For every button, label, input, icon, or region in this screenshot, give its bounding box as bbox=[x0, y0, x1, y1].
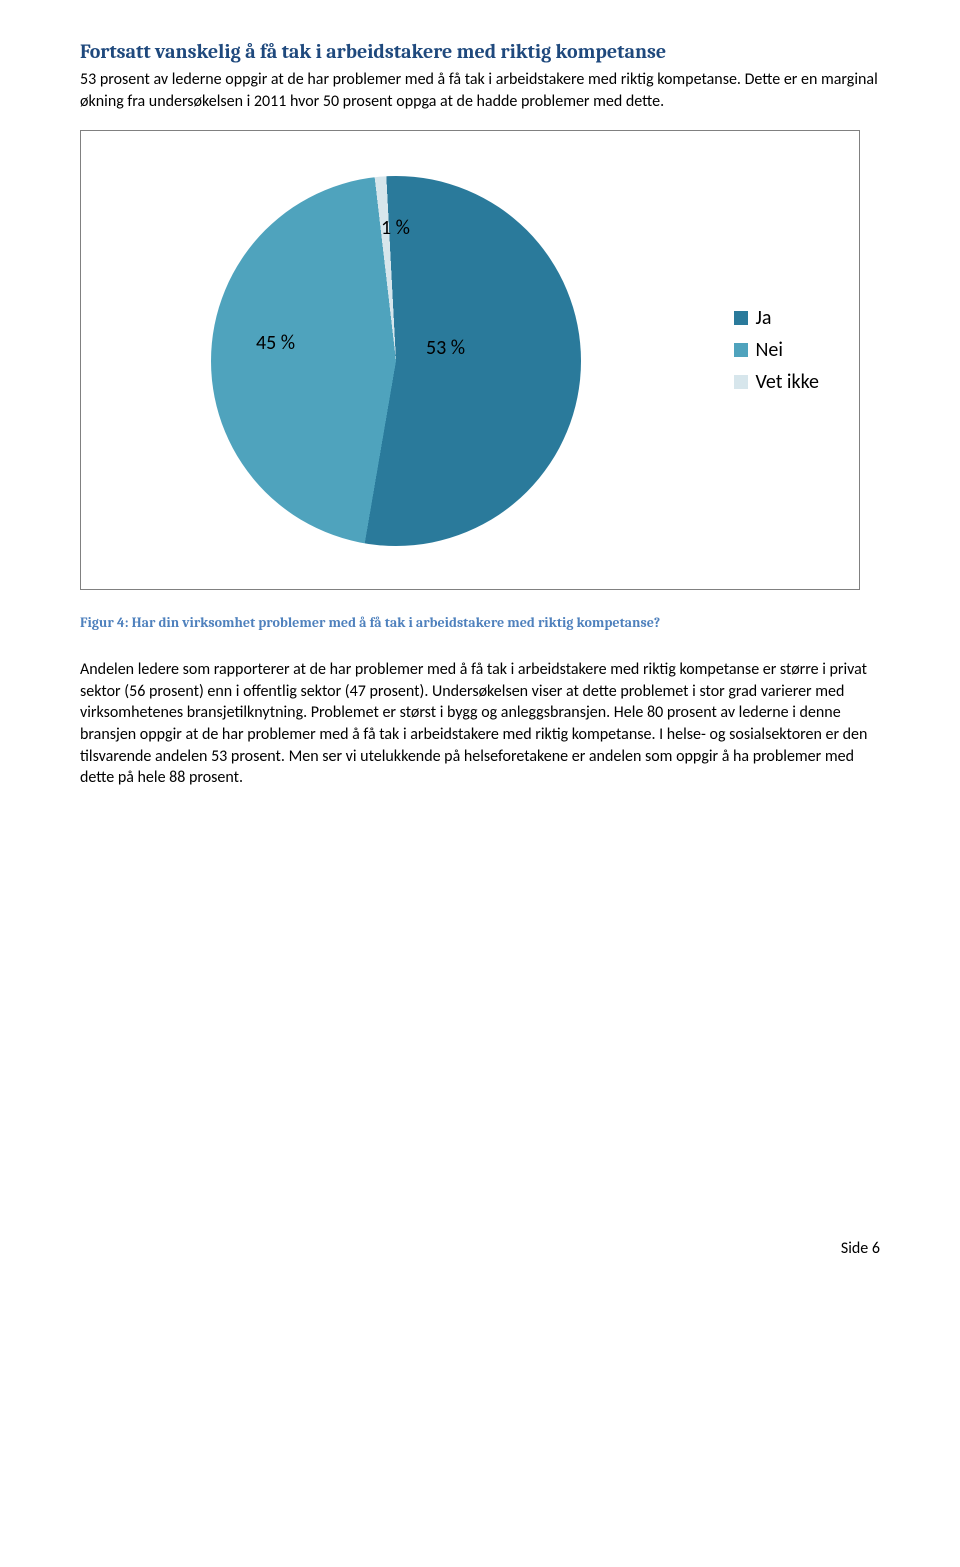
legend-item: Vet ikke bbox=[734, 370, 820, 394]
legend-item: Nei bbox=[734, 338, 820, 362]
page-number: Side 6 bbox=[80, 1239, 880, 1258]
legend-label: Ja bbox=[756, 306, 772, 330]
pie-chart-container: 1 % 45 % 53 % Ja Nei Vet ikke bbox=[80, 130, 860, 590]
pie-label-ja: 53 % bbox=[426, 336, 465, 360]
body-paragraph: Andelen ledere som rapporterer at de har… bbox=[80, 659, 880, 789]
pie-chart: 1 % 45 % 53 % bbox=[211, 176, 581, 546]
legend-swatch bbox=[734, 343, 748, 357]
pie-label-vet-ikke: 1 % bbox=[381, 216, 410, 240]
chart-legend: Ja Nei Vet ikke bbox=[734, 306, 820, 402]
legend-label: Vet ikke bbox=[756, 370, 820, 394]
legend-swatch bbox=[734, 375, 748, 389]
legend-label: Nei bbox=[756, 338, 783, 362]
figure-caption: Figur 4: Har din virksomhet problemer me… bbox=[80, 614, 880, 631]
legend-swatch bbox=[734, 311, 748, 325]
pie-label-nei: 45 % bbox=[256, 331, 295, 355]
section-heading: Fortsatt vanskelig å få tak i arbeidstak… bbox=[80, 40, 880, 63]
legend-item: Ja bbox=[734, 306, 820, 330]
intro-paragraph: 53 prosent av lederne oppgir at de har p… bbox=[80, 69, 880, 112]
